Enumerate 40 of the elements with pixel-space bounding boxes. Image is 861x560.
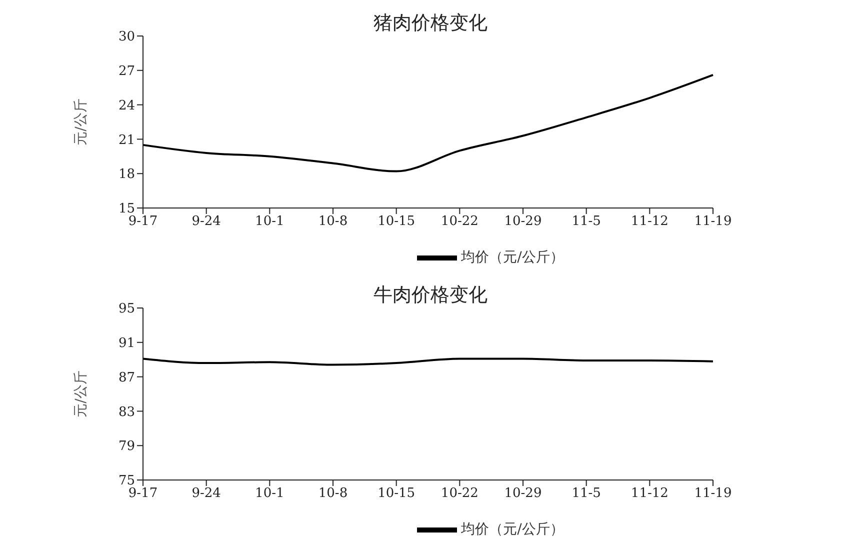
y-axis-title: 元/公斤 bbox=[72, 98, 89, 146]
legend-label: 均价（元/公斤） bbox=[461, 522, 564, 538]
y-axis-title: 元/公斤 bbox=[72, 370, 89, 418]
x-tick-label: 11-12 bbox=[630, 214, 668, 230]
x-tick-label: 10-1 bbox=[255, 486, 284, 502]
x-tick-label: 9-24 bbox=[192, 214, 221, 230]
x-tick-label: 10-15 bbox=[378, 214, 416, 230]
chart-title: 牛肉价格变化 bbox=[374, 284, 488, 306]
x-tick-label: 11-5 bbox=[572, 486, 601, 502]
y-tick-label: 83 bbox=[118, 404, 135, 420]
x-tick-label: 10-29 bbox=[504, 214, 542, 230]
x-tick-label: 9-17 bbox=[128, 214, 158, 230]
x-tick-label: 9-24 bbox=[192, 486, 221, 502]
y-tick-label: 27 bbox=[118, 64, 135, 80]
line-series bbox=[142, 74, 714, 172]
line-series bbox=[142, 358, 714, 366]
y-tick-label: 18 bbox=[118, 167, 135, 182]
x-tick-label: 11-19 bbox=[694, 214, 732, 230]
x-tick-label: 11-19 bbox=[694, 486, 732, 502]
x-tick-label: 10-29 bbox=[504, 486, 542, 502]
x-tick-label: 10-8 bbox=[318, 486, 348, 502]
x-tick-label: 9-17 bbox=[128, 486, 158, 502]
y-tick-label: 91 bbox=[118, 336, 135, 352]
y-tick-label: 75 bbox=[118, 474, 135, 489]
y-tick-label: 95 bbox=[118, 302, 135, 317]
x-tick-label: 10-22 bbox=[440, 486, 478, 502]
chart-title: 猪肉价格变化 bbox=[374, 12, 488, 34]
x-tick-label: 11-12 bbox=[630, 486, 668, 502]
y-tick-label: 15 bbox=[118, 202, 135, 217]
x-tick-label: 10-15 bbox=[378, 486, 416, 502]
x-tick-label: 10-8 bbox=[318, 214, 348, 230]
y-tick-label: 30 bbox=[118, 30, 135, 45]
legend-label: 均价（元/公斤） bbox=[461, 250, 564, 266]
x-tick-label: 11-5 bbox=[572, 214, 601, 230]
y-tick-label: 24 bbox=[118, 98, 135, 114]
y-tick-label: 87 bbox=[118, 370, 135, 386]
y-tick-label: 21 bbox=[118, 132, 135, 148]
x-tick-label: 10-1 bbox=[255, 214, 284, 230]
x-tick-label: 10-22 bbox=[440, 214, 478, 230]
y-tick-label: 79 bbox=[118, 439, 135, 454]
